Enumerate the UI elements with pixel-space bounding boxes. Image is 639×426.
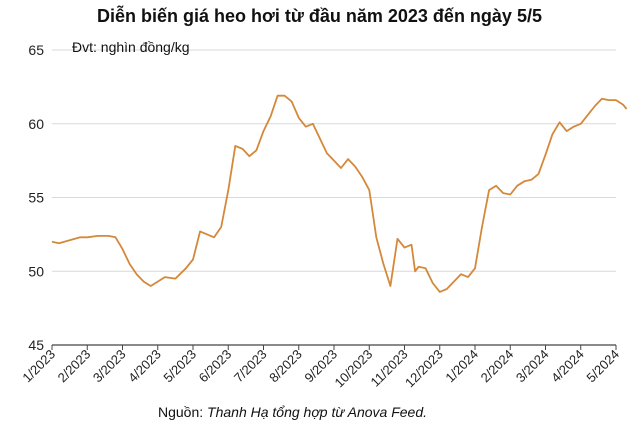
series-line xyxy=(51,94,628,293)
source-text: Thanh Hạ tổng hợp từ Anova Feed. xyxy=(207,404,427,420)
y-axis: 45 50 55 60 65 xyxy=(28,42,44,353)
x-tick-label: 4/2024 xyxy=(548,347,587,386)
x-tick-label: 6/2023 xyxy=(196,347,235,386)
x-tick-label: 5/2024 xyxy=(583,347,622,386)
x-tick-label: 3/2024 xyxy=(513,347,552,386)
y-tick-label: 55 xyxy=(28,190,44,206)
chart-title: Diễn biến giá heo hơi từ đầu năm 2023 đế… xyxy=(97,6,542,26)
y-tick-label: 45 xyxy=(28,337,44,353)
x-tick-label: 10/2023 xyxy=(332,347,376,391)
unit-label: Đvt: nghìn đồng/kg xyxy=(72,39,190,55)
y-tick-label: 65 xyxy=(28,42,44,58)
source-note: Nguồn: Thanh Hạ tổng hợp từ Anova Feed. xyxy=(158,404,427,420)
x-tick-label: 2/2023 xyxy=(55,347,94,386)
x-tick-label: 3/2023 xyxy=(90,347,129,386)
x-tick-label: 1/2024 xyxy=(442,347,481,386)
source-prefix: Nguồn: xyxy=(158,404,208,420)
y-tick-label: 60 xyxy=(28,116,44,132)
x-tick-label: 7/2023 xyxy=(231,347,270,386)
x-tick-label: 2/2024 xyxy=(478,347,517,386)
x-tick-label: 5/2023 xyxy=(160,347,199,386)
x-axis: 1/20232/20233/20234/20235/20236/20237/20… xyxy=(19,345,622,390)
x-tick-label: 12/2023 xyxy=(402,347,446,391)
gridlines xyxy=(52,49,616,346)
x-tick-label: 4/2023 xyxy=(125,347,164,386)
x-tick-label: 8/2023 xyxy=(266,347,305,386)
y-tick-label: 50 xyxy=(28,263,44,279)
